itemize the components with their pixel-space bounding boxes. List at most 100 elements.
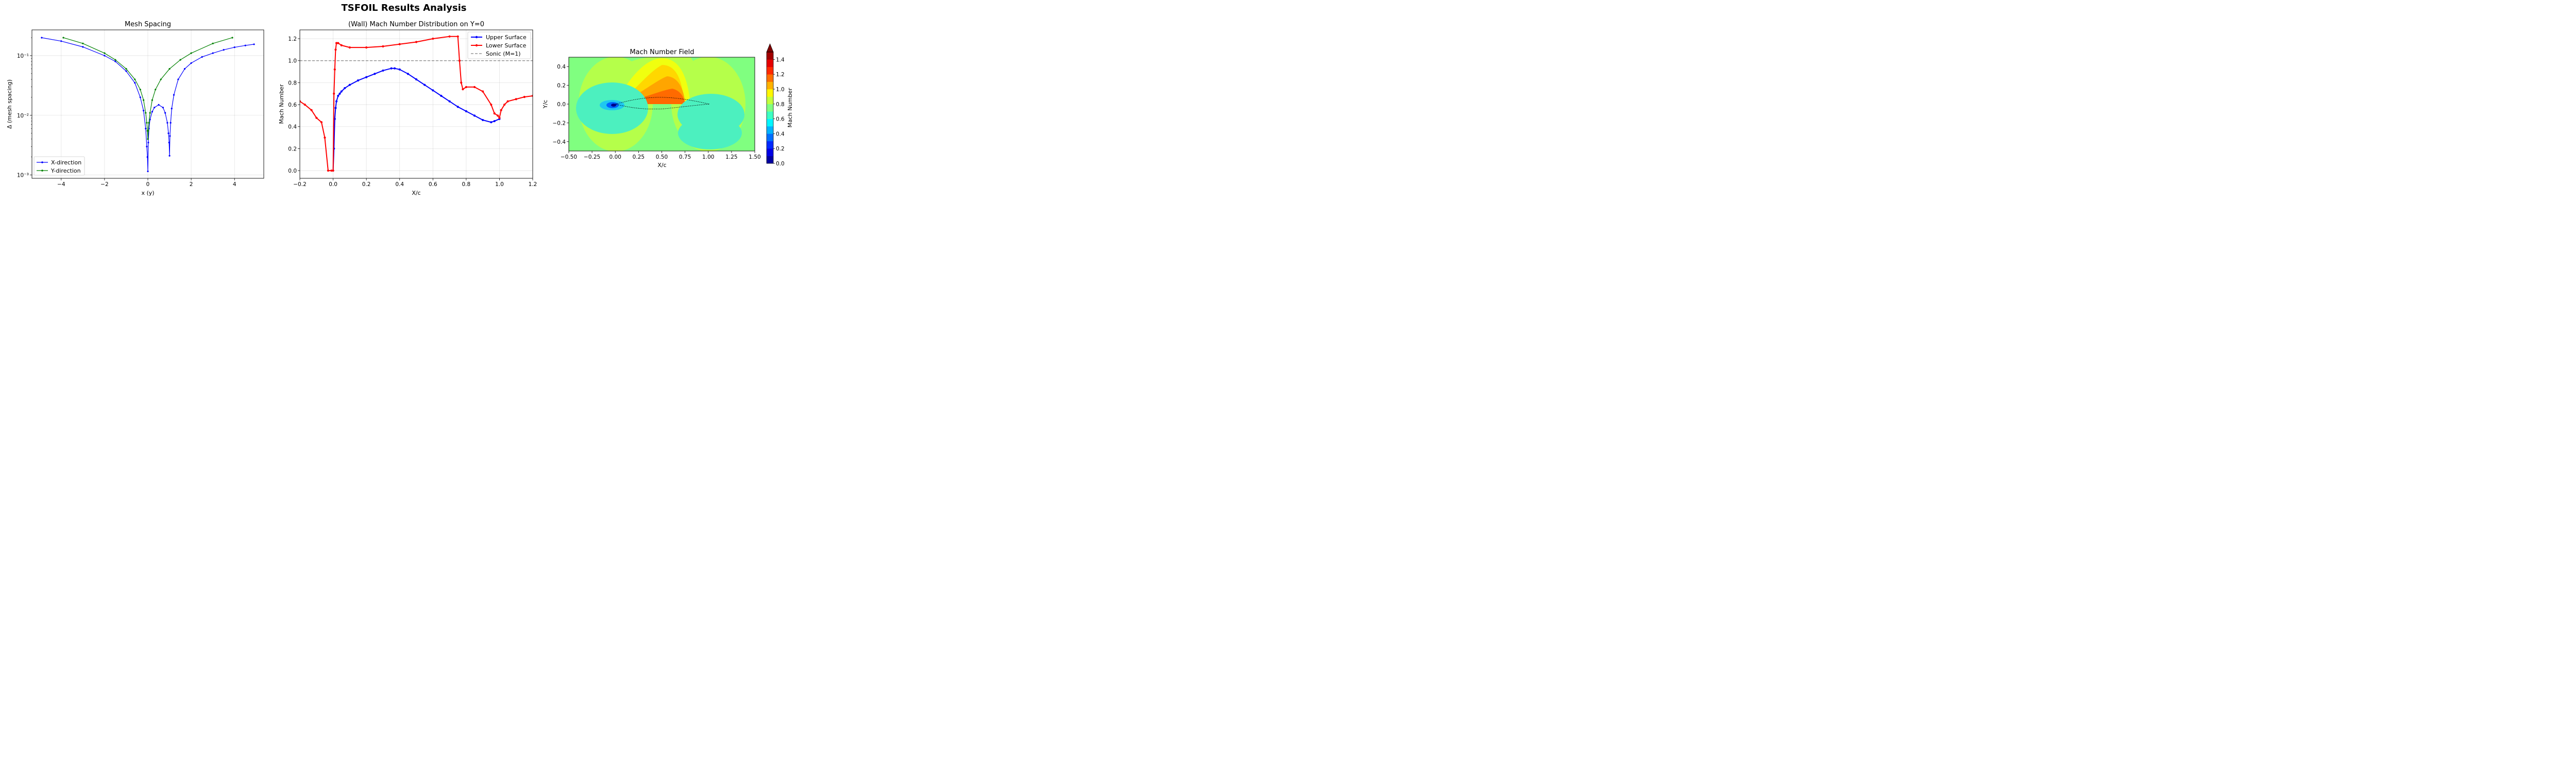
figure-canvas: TSFOIL Results Analysis Mesh Spacing −4−… [6,3,793,196]
colorbar-band [767,74,773,82]
mesh-spacing-panel: Mesh Spacing −4 −2 0 2 4 10⁻³10⁻²10⁻¹ x (y) … [6,21,264,196]
data-point-x-direction [146,156,148,158]
data-point-upper-surface [382,69,384,72]
x-tick-label: 1.2 [529,181,537,188]
data-point-y-direction [104,52,106,54]
data-point-x-direction [147,141,149,144]
legend-item-lower-surface: Lower Surface [471,42,527,49]
data-point-lower-surface [523,96,526,98]
data-point-x-direction [233,46,235,48]
y-tick-label: 0.0 [288,168,297,174]
legend-label-x-direction: X-direction [51,159,81,166]
data-point-x-direction [146,145,148,147]
data-point-lower-surface [333,92,335,95]
data-point-x-direction [158,104,160,106]
data-point-y-direction [179,59,181,61]
data-point-y-direction [148,122,150,124]
data-point-lower-surface [332,169,334,172]
data-point-y-direction [114,59,116,61]
colorbar-tick-label: 1.4 [776,57,785,63]
y-tick-label: −0.4 [553,139,566,145]
x-tick-label: 4 [233,181,236,188]
data-point-lower-surface [448,35,451,38]
mesh-spacing-legend: X-direction Y-direction [33,156,85,176]
data-point-lower-surface [303,103,306,106]
data-point-lower-surface [432,37,434,40]
data-point-lower-surface [337,42,340,44]
data-point-upper-surface [406,73,409,75]
data-point-upper-surface [448,100,451,103]
y-tick-label: 0.2 [557,83,566,89]
data-point-lower-surface [348,46,351,49]
data-point-x-direction [164,112,166,114]
data-point-x-direction [142,109,145,112]
colorbar-tick-label: 0.6 [776,116,785,123]
data-point-lower-surface [340,44,343,46]
data-point-x-direction [114,60,116,62]
data-point-x-direction [125,70,127,72]
mesh-spacing-title: Mesh Spacing [125,21,171,28]
data-point-x-direction [139,96,141,98]
data-point-upper-surface [390,67,393,70]
colorbar-band [767,96,773,105]
figure-title: TSFOIL Results Analysis [341,3,466,13]
data-point-upper-surface [398,68,401,71]
data-point-upper-surface [393,67,396,70]
colorbar-tick-label: 0.4 [776,131,785,137]
colorbar-tick-label: 0.8 [776,102,785,108]
data-point-upper-surface [334,107,337,109]
x-tick-label: 1.0 [495,181,504,188]
data-point-x-direction [190,62,192,64]
data-point-lower-surface [330,169,333,172]
colorbar-band [767,141,773,149]
data-point-x-direction [183,68,186,70]
data-point-upper-surface [335,100,338,103]
data-point-x-direction [162,107,164,109]
mach-field-x-ticks: −0.50 −0.25 0.00 0.25 0.50 0.75 1.00 1.25 1.50 [561,151,761,160]
data-point-y-direction [146,122,148,124]
data-point-upper-surface [365,76,368,78]
data-point-lower-surface [473,86,476,89]
colorbar-band [767,81,773,90]
y-tick-label: 1.2 [288,36,297,42]
mach-field-y-ticks: −0.4 −0.2 0.0 0.2 0.4 [553,64,569,145]
data-point-y-direction [134,78,136,80]
data-point-lower-surface [335,42,338,44]
mach-field-panel: Mach Number Field −0.50 −0.25 0.00 0.25 0.50… [542,48,761,169]
x-tick-label: −0.2 [293,181,307,188]
data-point-y-direction [62,37,64,39]
mach-field-contour-area [569,57,755,151]
data-point-x-direction [253,43,255,45]
colorbar-band [767,156,773,164]
data-point-upper-surface [473,114,476,117]
mach-colorbar: 0.0 0.2 0.4 0.6 0.8 1.0 1.2 1.4 Mach Number [766,43,793,167]
data-point-lower-surface [531,94,533,97]
data-point-lower-surface [500,109,502,111]
data-point-upper-surface [333,117,336,120]
data-point-lower-surface [462,88,464,91]
data-point-lower-surface [456,35,459,38]
data-point-x-direction [170,122,172,124]
data-point-upper-surface [357,79,360,82]
legend-item-y-direction: Y-direction [37,167,81,174]
legend-label-y-direction: Y-direction [50,167,81,174]
data-point-x-direction [171,107,173,110]
data-point-x-direction [60,40,62,42]
y-tick-label: 0.4 [288,124,297,130]
data-point-x-direction [244,44,246,46]
y-tick-label: 10⁻¹ [17,53,29,59]
data-point-x-direction [168,141,170,144]
data-point-lower-surface [515,98,517,100]
data-point-y-direction [212,42,214,44]
data-point-x-direction [41,37,43,39]
y-tick-label: 0.4 [557,64,566,70]
y-tick-label: 0.0 [557,102,566,108]
data-point-x-direction [173,94,175,96]
colorbar-frame [766,52,774,164]
data-point-x-direction [154,107,156,109]
mesh-spacing-y-label: Δ (mesh spacing) [6,79,13,129]
data-point-x-direction [167,132,170,135]
mesh-spacing-plot-area [41,37,255,173]
data-point-lower-surface [460,81,463,84]
data-point-x-direction [151,111,154,113]
